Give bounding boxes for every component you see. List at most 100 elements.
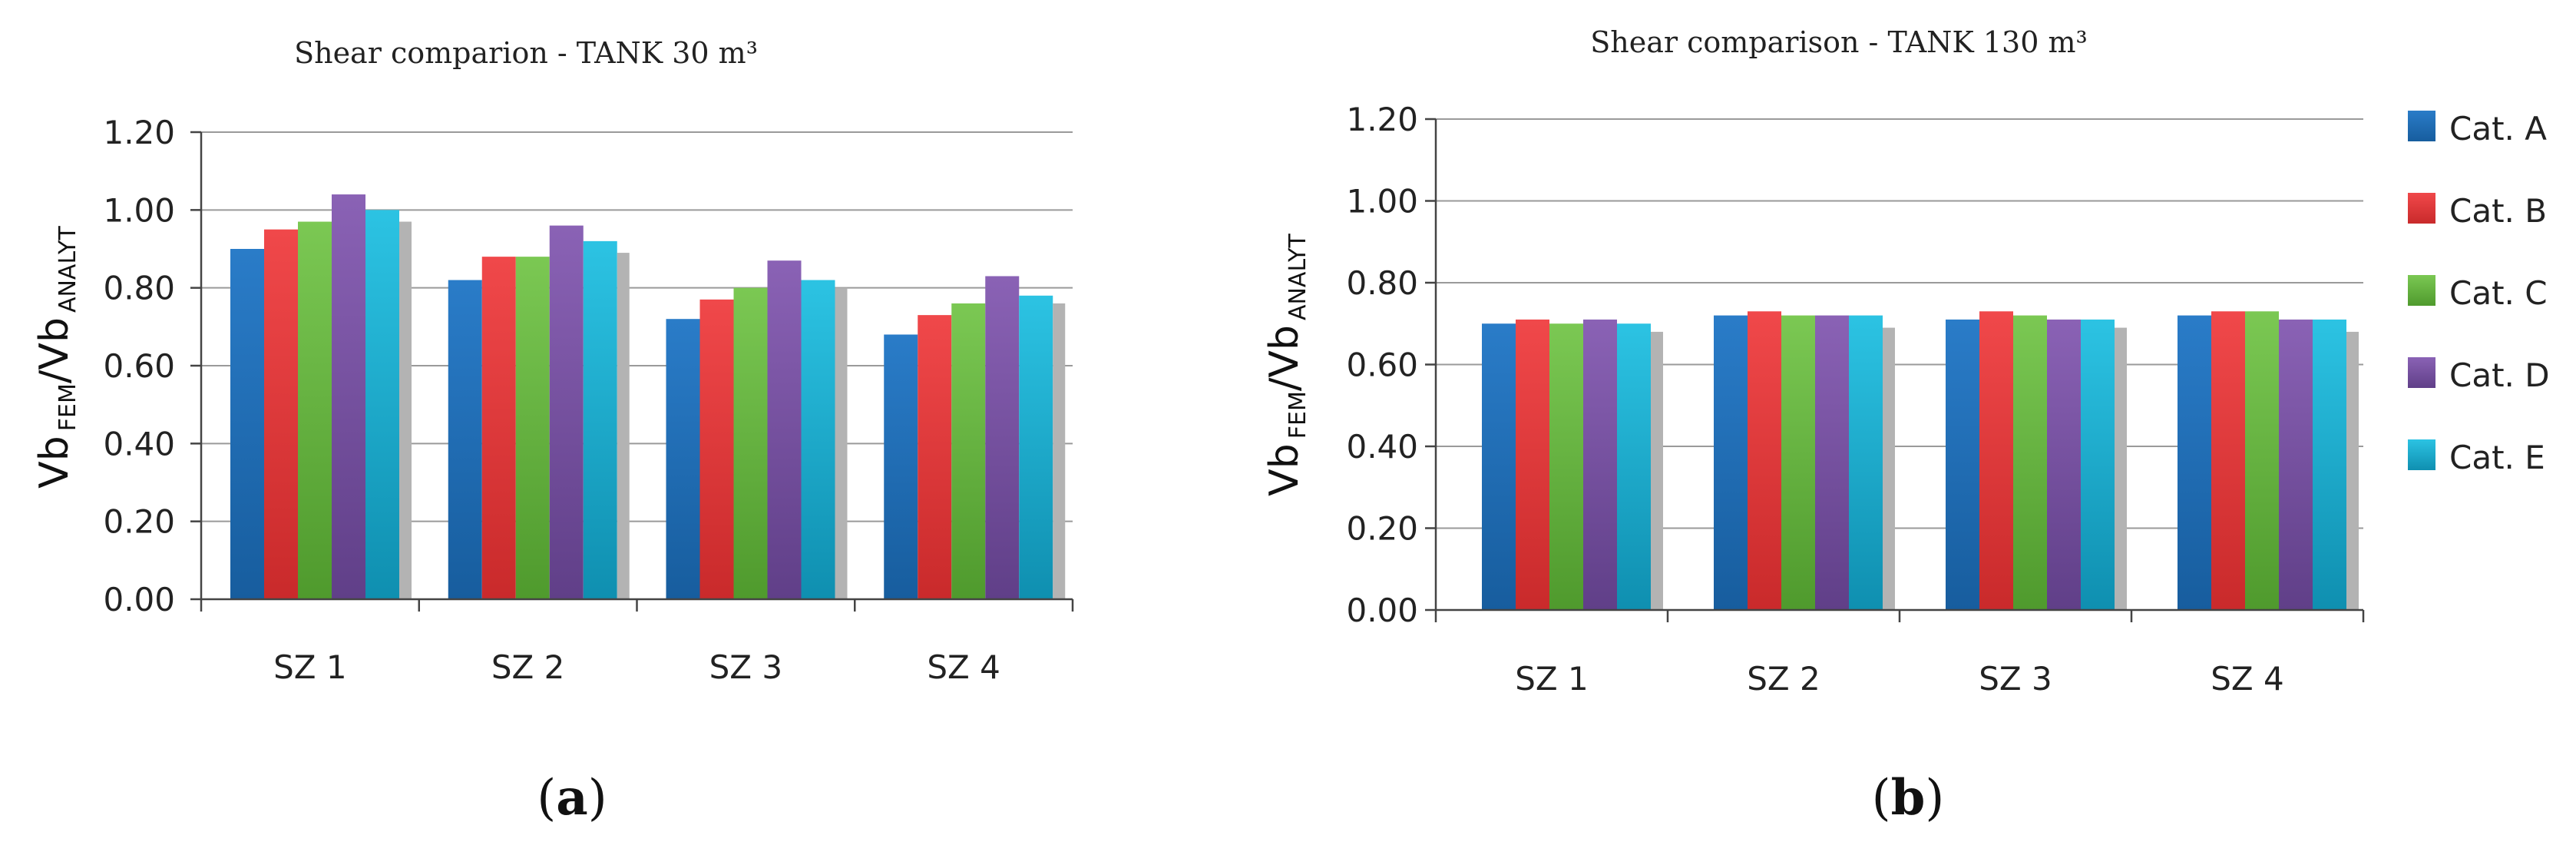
x-tick-label: SZ 4 (2211, 660, 2284, 698)
y-tick-label: 0.40 (1346, 428, 1418, 466)
x-tick-label: SZ 1 (273, 648, 347, 686)
chart-panel-b: Shear comparison - TANK 130 m³ 0.000.200… (1262, 25, 2550, 827)
x-tick-label: SZ 2 (491, 648, 565, 686)
chart-a-bars (230, 194, 1066, 600)
legend-label: Cat. D (2449, 356, 2550, 394)
chart-b-axes (1425, 118, 2365, 622)
bar-cat-e-sz2 (583, 240, 617, 599)
chart-b-x-ticks: SZ 1 SZ 2 SZ 3 SZ 4 (1515, 660, 2284, 698)
bar-cat-b-sz2 (1748, 311, 1781, 610)
chart-b-legend: Cat. A Cat. B Cat. C Cat. D Cat. E (2408, 110, 2550, 476)
bar-grey-sz4 (1053, 303, 1066, 599)
y-tick-label: 1.20 (1346, 101, 1418, 138)
x-tick-label: SZ 4 (927, 648, 1000, 686)
chart-a-y-ticks: 0.00 0.20 0.40 0.60 0.80 1.00 1.20 (103, 114, 175, 618)
ylabel-b-main-2: Vb (1262, 325, 1308, 378)
bar-cat-b-sz4 (918, 315, 952, 599)
chart-a-axes (190, 131, 1074, 612)
bar-cat-d-sz4 (985, 276, 1020, 599)
y-tick-label: 1.00 (1346, 183, 1418, 220)
bar-grey-sz2 (617, 253, 630, 599)
ylabel-a-slash: / (31, 370, 78, 383)
chart-a-title: Shear comparion - TANK 30 m³ (294, 36, 758, 70)
bar-cat-e-sz4 (1019, 295, 1053, 599)
bar-cat-a-sz1 (1482, 323, 1516, 610)
y-tick-label: 0.40 (103, 425, 175, 462)
ylabel-a-sub-1: FEM (55, 383, 81, 431)
bar-grey-sz4 (2346, 331, 2359, 610)
bar-cat-a-sz3 (1946, 319, 1979, 610)
bar-cat-a-sz4 (884, 334, 918, 599)
y-tick-label: 1.00 (103, 191, 175, 229)
bar-cat-d-sz1 (1583, 319, 1617, 610)
ylabel-a-main-1: Vb (31, 436, 78, 489)
bar-cat-b-sz2 (481, 257, 516, 599)
bar-cat-a-sz2 (1714, 315, 1748, 610)
chart-a-y-axis-label: VbFEM/VbANALYT (31, 225, 81, 488)
ylabel-a-sub-2: ANALYT (55, 225, 81, 313)
legend-swatch (2408, 275, 2435, 306)
bar-cat-b-sz1 (264, 229, 298, 599)
chart-b-title: Shear comparison - TANK 130 m³ (1590, 25, 2088, 59)
y-tick-label: 0.20 (103, 503, 175, 541)
chart-panel-a: Shear comparion - TANK 30 m³ 0.00 0.20 0.4… (31, 36, 1074, 827)
y-tick-label: 0.00 (1346, 592, 1418, 629)
x-tick-label: SZ 2 (1747, 660, 1820, 698)
bar-cat-e-sz3 (2081, 319, 2115, 610)
y-tick-label: 0.80 (103, 270, 175, 307)
bar-cat-c-sz4 (951, 303, 986, 599)
chart-b-y-axis-label: VbFEM/VbANALYT (1262, 233, 1311, 496)
bar-cat-a-sz4 (2178, 315, 2211, 610)
ylabel-b-sub-2: ANALYT (1285, 233, 1311, 320)
legend-swatch (2408, 439, 2435, 470)
chart-a-x-ticks: SZ 1 SZ 2 SZ 3 SZ 4 (273, 648, 1000, 686)
chart-b-bars (1482, 311, 2359, 610)
legend-label: Cat. B (2449, 192, 2547, 230)
bar-cat-d-sz3 (767, 260, 802, 599)
panel-label-b: (b) (1872, 769, 1945, 827)
y-tick-label: 0.00 (103, 581, 175, 618)
bar-cat-e-sz1 (1617, 323, 1651, 610)
legend-swatch (2408, 111, 2435, 141)
ylabel-b-slash: / (1262, 377, 1308, 391)
bar-cat-d-sz3 (2047, 319, 2081, 610)
legend-swatch (2408, 193, 2435, 224)
bar-cat-a-sz1 (230, 249, 264, 599)
y-tick-label: 0.80 (1346, 264, 1418, 302)
bar-cat-c-sz1 (1549, 323, 1583, 610)
bar-cat-b-sz3 (1979, 311, 2013, 610)
legend-swatch (2408, 357, 2435, 388)
bar-cat-e-sz2 (1849, 315, 1883, 610)
bar-cat-a-sz3 (666, 319, 700, 599)
bar-cat-d-sz4 (2279, 319, 2313, 610)
bar-grey-sz2 (1883, 327, 1895, 610)
bar-cat-c-sz1 (298, 221, 332, 599)
bar-cat-c-sz4 (2245, 311, 2279, 610)
bar-grey-sz3 (2115, 327, 2127, 610)
bar-cat-b-sz1 (1516, 319, 1549, 610)
bar-cat-e-sz4 (2313, 319, 2346, 610)
ylabel-a-main-2: Vb (31, 317, 78, 370)
y-tick-label: 1.20 (103, 114, 175, 151)
bar-cat-d-sz1 (332, 194, 365, 600)
legend-label: Cat. E (2449, 439, 2545, 476)
bar-cat-c-sz3 (733, 287, 768, 599)
bar-cat-c-sz3 (2013, 315, 2047, 610)
bar-cat-e-sz1 (365, 210, 399, 599)
bar-cat-e-sz3 (801, 280, 835, 599)
bar-grey-sz1 (399, 221, 412, 599)
legend-label: Cat. A (2449, 110, 2547, 148)
panel-label-a: (a) (537, 769, 607, 827)
y-tick-label: 0.60 (1346, 346, 1418, 384)
chart-b-y-ticks: 0.00 0.20 0.40 0.60 0.80 1.00 1.20 (1346, 101, 1418, 629)
ylabel-b-main-1: Vb (1262, 443, 1308, 496)
bar-cat-b-sz4 (2211, 311, 2245, 610)
y-tick-label: 0.60 (103, 347, 175, 385)
bar-cat-a-sz2 (448, 280, 482, 599)
ylabel-b-sub-1: FEM (1285, 391, 1311, 439)
bar-grey-sz3 (835, 287, 848, 599)
x-tick-label: SZ 3 (709, 648, 783, 686)
bar-cat-c-sz2 (1781, 315, 1815, 610)
bar-cat-d-sz2 (549, 225, 584, 599)
